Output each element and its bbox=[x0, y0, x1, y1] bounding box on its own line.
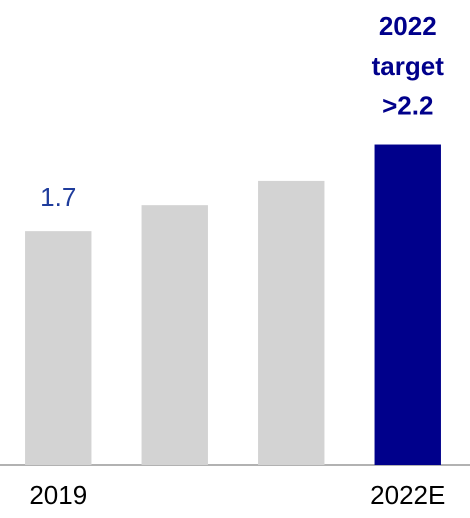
bar bbox=[141, 205, 208, 466]
data-label: 1.7 bbox=[40, 182, 76, 212]
bar bbox=[25, 231, 92, 465]
x-tick-label: 2019 bbox=[29, 480, 87, 510]
annotation: target bbox=[372, 51, 445, 81]
bar bbox=[258, 180, 325, 465]
bar bbox=[374, 144, 441, 465]
x-tick-label: 2022E bbox=[370, 480, 445, 510]
annotation: 2022 bbox=[379, 11, 437, 41]
data-label: >2.2 bbox=[382, 90, 433, 120]
